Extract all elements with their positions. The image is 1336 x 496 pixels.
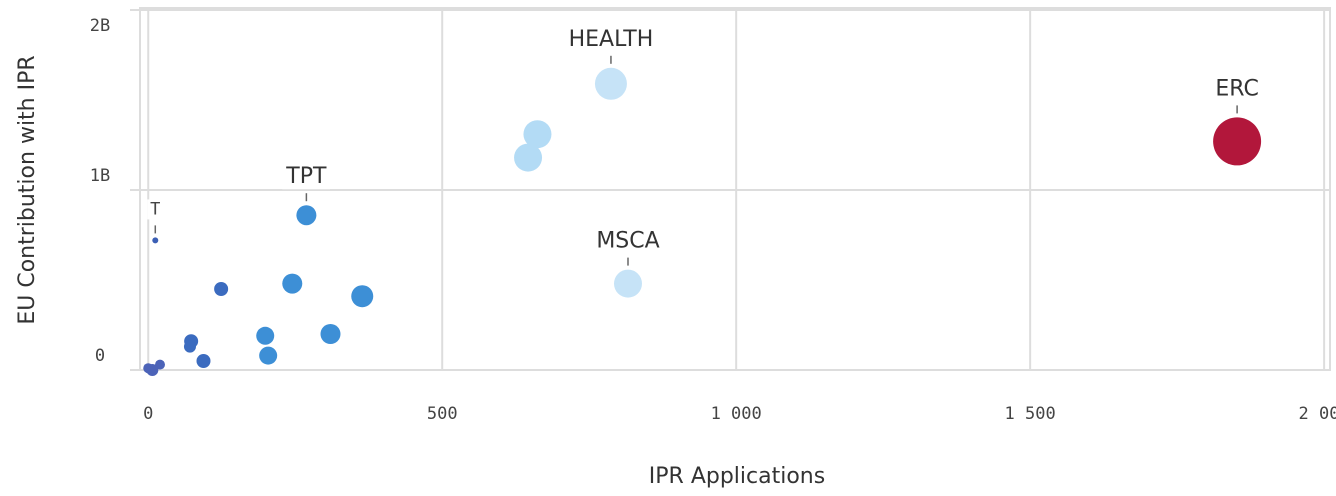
point-label: T [150,199,160,219]
label-bg [565,26,657,52]
bubble [523,120,552,149]
bubble [256,326,275,345]
point-label: MSCA [596,229,659,254]
bubble [1213,117,1262,166]
bubble [259,346,278,365]
bubble [351,285,374,308]
label-bg [282,164,331,190]
point-label: HEALTH [569,27,654,52]
x-axis-title: IPR Applications [649,464,825,489]
y-tick-label: 1B [90,166,110,186]
x-tick-label: 1 000 [711,404,762,424]
y-tick-label: 0 [95,346,105,366]
x-tick-label: 2 000 [1299,404,1336,424]
y-tick-label: 2B [90,16,110,36]
bubble [152,237,159,244]
bubble [146,364,159,376]
bubble [613,269,642,298]
bubble [214,282,229,296]
y-axis-title: EU Contribution with IPR [15,55,40,324]
point-label: ERC [1215,76,1258,101]
bubble [514,143,543,172]
label-bg [147,199,164,220]
x-tick-label: 1 500 [1005,404,1056,424]
bubble [296,205,317,226]
bubble [196,354,211,368]
bubble [282,273,303,294]
label-bg [1212,76,1262,102]
point-label: TPT [285,164,327,189]
x-tick-label: 500 [427,404,458,424]
bubble [183,340,196,353]
label-bg [593,228,663,254]
bubble [320,324,341,344]
x-tick-label: 0 [143,404,153,424]
bubble [594,67,627,100]
